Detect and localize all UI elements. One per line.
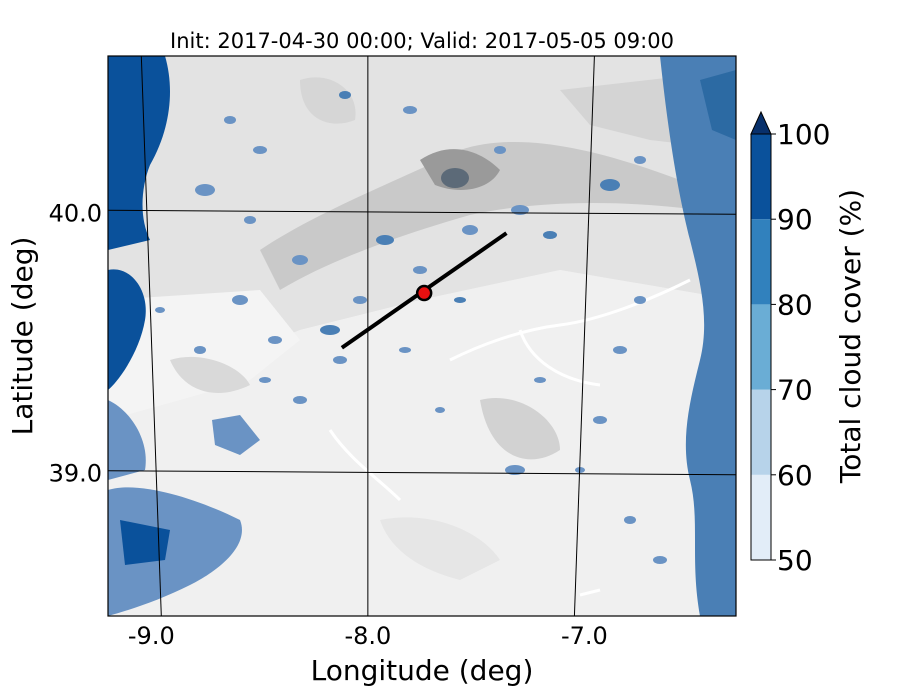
x-axis-label: Longitude (deg) bbox=[311, 654, 534, 687]
colorbar-segment bbox=[751, 134, 771, 220]
y-axis-label: Latitude (deg) bbox=[6, 237, 39, 436]
coordinate-gridlines bbox=[108, 56, 736, 616]
colorbar-segment bbox=[751, 219, 771, 305]
colorbar-tick-label: 90 bbox=[777, 203, 813, 236]
rivers bbox=[328, 278, 691, 597]
longitude-tick-label: -7.0 bbox=[561, 622, 608, 650]
parallel-40.0 bbox=[108, 209, 736, 215]
cloud-cover-field bbox=[108, 56, 736, 616]
colorbar-label: Total cloud cover (%) bbox=[834, 189, 867, 484]
site-marker bbox=[415, 284, 433, 302]
colorbar-tick-label: 70 bbox=[777, 374, 813, 407]
longitude-tick-label: -9.0 bbox=[128, 622, 175, 650]
colorbar-outline bbox=[750, 133, 772, 561]
colorbar-tick-label: 80 bbox=[777, 288, 813, 321]
meridian--7.0 bbox=[573, 56, 595, 616]
longitude-tick-label: -8.0 bbox=[344, 622, 391, 650]
colorbar-tick-label: 60 bbox=[777, 459, 813, 492]
longitude-tick-labels: -9.0 -8.0 -7.0 bbox=[128, 622, 608, 650]
colorbar-segment bbox=[751, 474, 771, 560]
meridian--9.0 bbox=[140, 56, 162, 616]
parallel-39.0 bbox=[108, 470, 736, 476]
colorbar: 50 60 70 80 90 100 bbox=[750, 110, 830, 577]
colorbar-segment bbox=[751, 389, 771, 475]
latitude-tick-label: 40.0 bbox=[49, 199, 102, 227]
terrain-shading bbox=[108, 56, 736, 616]
figure-title: Init: 2017-04-30 00:00; Valid: 2017-05-0… bbox=[170, 29, 674, 53]
latitude-tick-label: 39.0 bbox=[49, 460, 102, 488]
colorbar-tick-label: 100 bbox=[777, 118, 830, 151]
colorbar-tick-label: 50 bbox=[777, 544, 813, 577]
latitude-tick-labels: 40.0 39.0 bbox=[49, 199, 102, 487]
map-frame bbox=[107, 55, 737, 617]
colorbar-extend-arrow bbox=[750, 110, 772, 135]
colorbar-segment bbox=[751, 304, 771, 390]
map-panel bbox=[108, 56, 736, 616]
